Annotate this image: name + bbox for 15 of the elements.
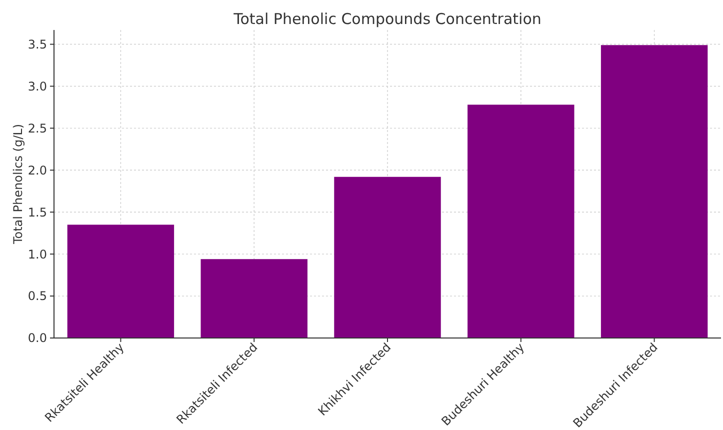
y-tick-label: 1.0 (28, 247, 47, 262)
bar (334, 176, 441, 338)
chart-title: Total Phenolic Compounds Concentration (232, 10, 542, 28)
bar (67, 224, 174, 338)
y-tick-label: 3.0 (28, 79, 47, 94)
y-tick-label: 0.0 (28, 331, 47, 346)
y-tick-label: 2.0 (28, 163, 47, 178)
y-axis-title: Total Phenolics (g/L) (11, 124, 25, 246)
y-tick-label: 1.5 (28, 205, 47, 220)
bar (200, 259, 308, 338)
bar (600, 45, 708, 338)
y-tick-label: 0.5 (28, 289, 47, 304)
y-tick-label: 3.5 (28, 37, 47, 52)
bar (468, 104, 574, 338)
y-tick-label: 2.5 (28, 121, 47, 136)
